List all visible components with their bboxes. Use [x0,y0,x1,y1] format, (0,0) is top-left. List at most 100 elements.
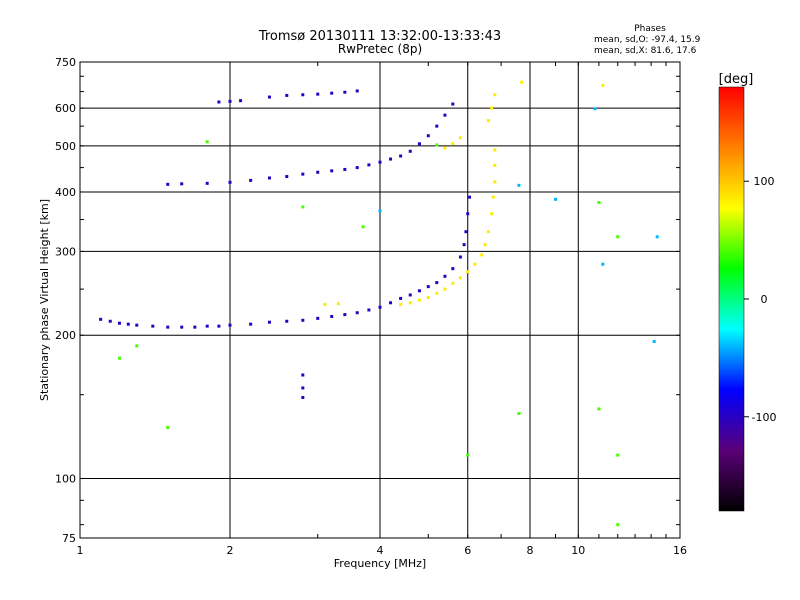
data-point [486,230,490,234]
y-tick-label: 750 [55,56,76,69]
data-point [166,182,170,186]
data-point [443,146,447,150]
data-point [193,325,197,329]
data-point [367,163,371,167]
x-axis-ticks: 1 2 4 6 8 10 16 [77,62,687,557]
data-point [166,425,170,429]
data-point [330,169,334,173]
data-point [616,453,620,457]
phases-line-x: mean, sd,X: 81.6, 17.6 [594,46,697,56]
data-point [267,320,271,324]
data-point [493,180,497,184]
data-point [367,308,371,312]
data-point [228,180,232,184]
x-tick-label: 6 [464,544,471,557]
data-point [466,453,470,457]
data-point [301,395,305,399]
data-points [99,80,659,527]
data-point [399,154,403,158]
y-tick-label: 200 [55,329,76,342]
data-point [135,323,139,327]
data-point [493,148,497,152]
data-point [399,296,403,300]
data-point [330,91,334,95]
data-point [458,136,462,140]
data-point [239,99,243,103]
x-tick-label: 4 [377,544,384,557]
data-point [301,172,305,176]
data-point [426,285,430,289]
data-point [285,319,289,323]
data-point [330,314,334,318]
data-point [408,149,412,153]
data-point [408,293,412,297]
data-point [443,274,447,278]
data-point [205,140,209,144]
data-point [517,183,521,187]
x-axis-label: Frequency [MHz] [334,557,426,570]
data-point [316,316,320,320]
phases-line-o: mean, sd,O: -97.4, 15.9 [594,35,701,45]
colorbar-tick-label: 0 [761,293,768,306]
data-point [301,93,305,97]
colorbar-tick-label: 100 [754,175,775,188]
data-point [399,303,403,307]
data-point [435,143,439,147]
data-point [126,322,130,326]
data-point [462,243,466,247]
data-point [652,340,656,344]
data-point [464,230,468,234]
data-point [378,305,382,309]
data-point [417,289,421,293]
data-point [285,175,289,179]
data-point [458,276,462,280]
x-tick-label: 8 [527,544,534,557]
data-point [301,386,305,390]
colorbar-gradient [718,86,745,512]
chart-title: Tromsø 20130111 13:32:00-13:33:43 [258,29,501,44]
data-point [228,323,232,327]
data-point [443,113,447,117]
data-point [343,167,347,171]
data-point [408,301,412,305]
data-point [343,313,347,317]
data-point [483,243,487,247]
data-point [451,267,455,271]
plot-area: 1 2 4 6 8 10 16 75 100 200 300 400 500 600 750 [55,56,687,557]
data-point [285,93,289,97]
data-point [593,107,597,111]
data-point [435,124,439,128]
x-tick-label: 10 [571,544,585,557]
colorbar: [deg] -100 0 100 [718,72,776,512]
data-point [426,134,430,138]
x-tick-label: 2 [227,544,234,557]
data-point [267,95,271,99]
data-point [117,321,121,325]
data-point [343,90,347,94]
y-axis-ticks: 75 100 200 300 400 500 600 750 [55,56,680,545]
y-axis-label: Stationary phase Virtual Height [km] [38,199,51,401]
data-point [451,281,455,285]
data-point [151,324,155,328]
data-point [553,197,557,201]
data-point [108,319,112,323]
data-point [301,373,305,377]
data-point [491,195,495,199]
y-tick-label: 500 [55,140,76,153]
y-tick-label: 400 [55,186,76,199]
y-tick-label: 100 [55,473,76,486]
phases-title: Phases [634,24,666,34]
data-point [480,253,484,257]
x-tick-label: 1 [77,544,84,557]
data-point [117,356,121,360]
data-point [466,212,470,216]
data-point [355,311,359,315]
data-point [378,209,382,213]
data-point [616,523,620,527]
y-tick-label: 600 [55,102,76,115]
data-point [316,170,320,174]
data-point [473,262,477,266]
chart-subtitle: RwPretec (8p) [338,42,422,56]
data-point [597,407,601,411]
y-tick-label: 300 [55,245,76,258]
